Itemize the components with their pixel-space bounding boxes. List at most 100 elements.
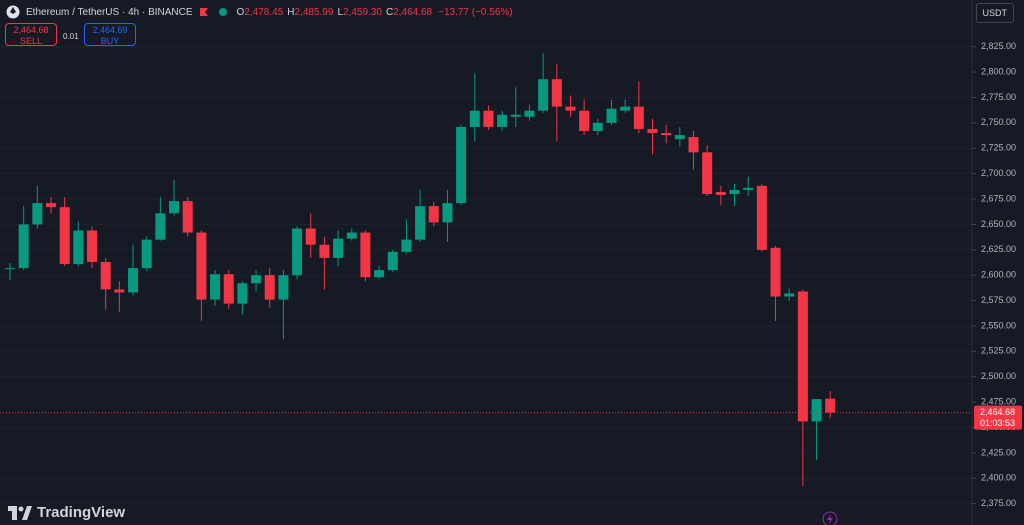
candle-body xyxy=(46,203,57,208)
symbol: Ethereum / TetherUS · 4h · BINANCE xyxy=(26,6,193,18)
candle-body xyxy=(374,270,385,278)
candle-body xyxy=(756,185,767,250)
eth-icon xyxy=(6,5,20,19)
candle-body xyxy=(182,201,193,233)
y-tick-label: 2,575.00 xyxy=(981,295,1016,305)
ohlc-key: H xyxy=(287,6,295,18)
y-tick-label: 2,425.00 xyxy=(981,447,1016,457)
candle-body xyxy=(32,203,43,225)
candle-body xyxy=(620,106,631,111)
sell-label: SELL xyxy=(19,36,43,46)
candle-body xyxy=(223,274,234,304)
candle-body xyxy=(319,244,330,258)
ohlc-value: 2,459.30 xyxy=(343,6,382,18)
last-price-box xyxy=(974,405,1022,430)
candle-body xyxy=(825,398,836,413)
candle-body xyxy=(688,137,699,153)
buy-button[interactable]: 2,464.69 BUY xyxy=(84,23,136,46)
y-tick-label: 2,500.00 xyxy=(981,371,1016,381)
candle-body xyxy=(169,201,180,214)
change: −13.77 (−0.56%) xyxy=(438,6,513,18)
countdown: 01:03:53 xyxy=(980,418,1015,428)
y-tick-label: 2,800.00 xyxy=(981,66,1016,76)
candle-body xyxy=(510,114,521,117)
candle-body xyxy=(87,230,98,262)
candle-body xyxy=(743,187,754,190)
lightning-icon[interactable] xyxy=(822,511,838,525)
y-tick-label: 2,375.00 xyxy=(981,498,1016,508)
candle-body xyxy=(210,274,221,300)
brand-logo xyxy=(8,505,32,520)
ohlc-key: L xyxy=(337,6,343,18)
ohlc-item: C2,464.68 xyxy=(386,7,432,18)
ohlc-value: 2,485.99 xyxy=(294,6,334,18)
candle-body xyxy=(592,122,603,131)
candle-body xyxy=(141,239,152,269)
y-tick-label: 2,725.00 xyxy=(981,143,1016,153)
candle-body xyxy=(770,247,781,297)
candle-body xyxy=(606,108,617,123)
candle-body xyxy=(278,275,289,300)
candle-body xyxy=(551,79,562,107)
candle-body xyxy=(305,228,316,245)
ohlc-value: 2,464.68 xyxy=(393,6,433,18)
y-tick-label: 2,775.00 xyxy=(981,92,1016,102)
candle-body xyxy=(128,268,139,293)
candle-body xyxy=(333,238,344,258)
candle-body xyxy=(811,399,822,422)
spread: 0.01 xyxy=(63,32,79,41)
ohlc-key: C xyxy=(385,6,394,18)
brand-name: TradingView xyxy=(37,504,126,521)
candle-body xyxy=(114,289,125,293)
y-tick-label: 2,475.00 xyxy=(981,397,1016,407)
y-tick-label: 2,550.00 xyxy=(981,320,1016,330)
y-tick-label: 2,825.00 xyxy=(981,41,1016,51)
candle-body xyxy=(264,275,275,300)
candle-body xyxy=(5,268,15,270)
buy-price: 2,464.69 xyxy=(92,25,128,35)
currency-button[interactable]: USDT xyxy=(975,3,1014,23)
sell-button[interactable]: 2,464.68 SELL xyxy=(5,23,57,46)
y-tick-label: 2,675.00 xyxy=(981,193,1016,203)
candle-body xyxy=(647,128,658,134)
candle-body xyxy=(497,114,508,127)
candle-body xyxy=(483,110,494,127)
candle-body xyxy=(401,239,412,252)
candle-body xyxy=(784,293,795,297)
status-dot xyxy=(218,8,227,16)
candle-body xyxy=(18,224,29,269)
candle-body xyxy=(729,189,740,194)
y-tick-label: 2,600.00 xyxy=(981,270,1016,280)
candle-body xyxy=(661,133,672,136)
y-tick-label: 2,700.00 xyxy=(981,168,1016,178)
candle-body xyxy=(428,206,439,223)
candle-body xyxy=(579,110,590,131)
ohlc-value: 2,478.45 xyxy=(244,6,284,18)
candle-body xyxy=(292,228,303,276)
candle-body xyxy=(442,203,453,223)
candle-body xyxy=(469,110,480,127)
candle-body xyxy=(524,110,535,117)
candle-body xyxy=(415,206,426,240)
ohlc-item: L2,459.30 xyxy=(337,7,382,18)
y-tick-label: 2,525.00 xyxy=(981,346,1016,356)
candle-body xyxy=(387,251,398,271)
candle-body xyxy=(360,232,371,278)
ohlc-key: O xyxy=(236,6,245,18)
candle-body xyxy=(797,291,808,422)
y-tick-label: 2,750.00 xyxy=(981,117,1016,127)
candle-body xyxy=(73,230,84,265)
candle-body xyxy=(100,261,111,290)
header: Ethereum / TetherUS · 4h · BINANCE O2,47… xyxy=(6,5,513,19)
flag[interactable] xyxy=(199,7,209,17)
candle-body xyxy=(702,152,713,194)
y-tick-label: 2,650.00 xyxy=(981,219,1016,229)
last-price-label: 2,464.68 xyxy=(980,407,1015,417)
candle-body xyxy=(565,106,576,111)
y-tick-label: 2,625.00 xyxy=(981,244,1016,254)
candle-body xyxy=(59,207,70,265)
candle-body xyxy=(538,79,549,111)
candle-body xyxy=(196,232,207,300)
candle-body xyxy=(155,213,166,240)
